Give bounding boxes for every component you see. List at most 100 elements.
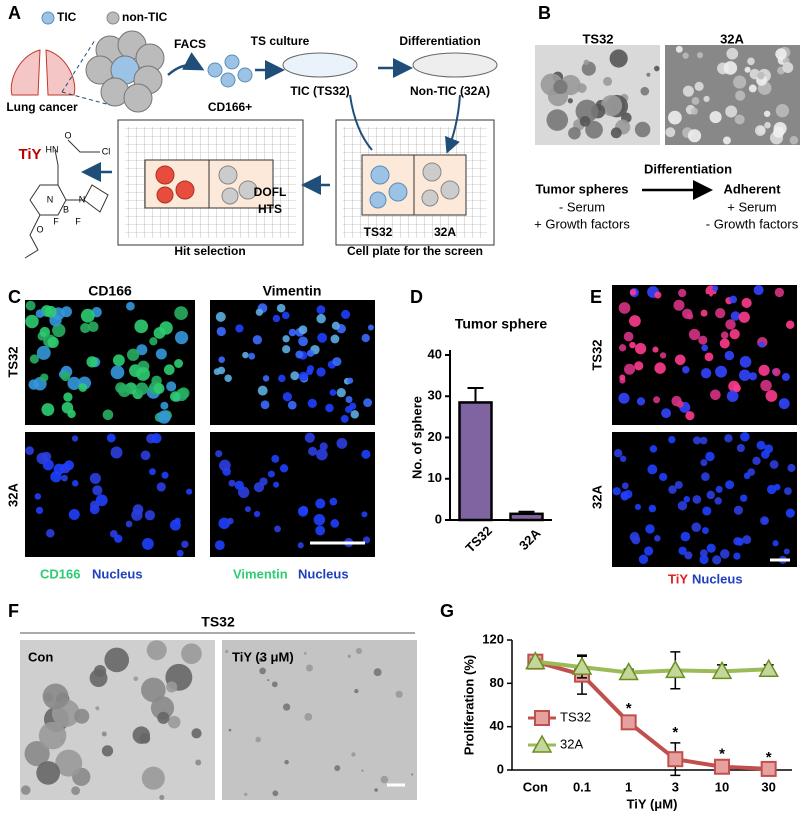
cell <box>619 374 626 381</box>
cell <box>699 436 708 445</box>
cell <box>733 75 747 89</box>
cell <box>150 696 175 720</box>
label: TS culture <box>251 34 310 48</box>
cell <box>21 785 31 795</box>
cell <box>781 372 790 381</box>
label: Vimentin <box>263 283 322 299</box>
cell <box>735 537 744 546</box>
cell <box>227 517 234 525</box>
cell <box>682 52 689 59</box>
cell <box>739 494 748 502</box>
cell <box>629 341 636 349</box>
label: Nucleus <box>298 566 349 581</box>
label: + Serum <box>727 199 777 214</box>
label: TiY <box>668 571 688 586</box>
cell <box>553 79 568 95</box>
cell <box>684 551 693 560</box>
marker <box>758 658 779 677</box>
cell <box>253 510 261 518</box>
cell <box>284 759 289 765</box>
cell <box>629 315 641 327</box>
panel-letter: D <box>410 287 423 307</box>
lung <box>10 49 76 96</box>
cell <box>35 506 44 515</box>
cell <box>80 322 91 334</box>
axis <box>449 350 552 521</box>
cell <box>149 468 156 476</box>
cell <box>161 471 169 479</box>
cell <box>174 359 184 368</box>
cell <box>330 519 340 528</box>
cell <box>769 460 779 469</box>
label: TS32 <box>5 346 20 377</box>
cell <box>271 681 278 688</box>
cell <box>316 448 328 461</box>
cell <box>36 761 60 785</box>
label: TS32 <box>589 339 604 370</box>
cell <box>55 749 83 777</box>
cell <box>282 335 290 343</box>
panel-letter: A <box>8 3 21 23</box>
cell <box>288 328 297 337</box>
y-tick-label: 10 <box>428 470 442 485</box>
dish <box>412 52 498 78</box>
cell <box>785 508 795 518</box>
cell <box>585 120 603 139</box>
cell <box>732 384 741 393</box>
x-tick-label: 32A <box>516 525 544 553</box>
cell <box>411 773 414 776</box>
cell <box>329 497 338 506</box>
cell <box>577 83 587 93</box>
cell <box>298 336 308 347</box>
cell <box>144 510 156 521</box>
marker <box>665 659 686 679</box>
zoom-lines <box>61 39 111 106</box>
cell <box>258 657 264 663</box>
cell <box>315 525 326 536</box>
cell <box>789 135 799 145</box>
cell <box>101 745 114 757</box>
cell <box>146 640 167 661</box>
cell <box>181 540 189 549</box>
y-axis-label: No. of sphere <box>409 396 424 479</box>
cell <box>331 321 340 330</box>
cell <box>271 454 280 463</box>
label: - Serum <box>559 199 605 214</box>
cell <box>68 509 80 521</box>
cell <box>784 487 792 495</box>
cell <box>692 495 702 504</box>
marker <box>620 714 637 731</box>
cell <box>126 301 135 311</box>
cell <box>706 543 716 553</box>
cell <box>729 328 740 340</box>
cell <box>67 376 81 390</box>
cell <box>567 98 573 104</box>
cell <box>730 311 741 321</box>
cell <box>744 66 751 73</box>
cell <box>629 531 640 542</box>
cell <box>308 446 318 456</box>
cell <box>74 708 90 724</box>
cell <box>255 308 264 316</box>
cell <box>52 323 66 338</box>
cell <box>345 395 353 403</box>
cell <box>224 374 232 383</box>
cell <box>89 472 101 484</box>
cell <box>114 534 123 543</box>
cell <box>643 546 654 556</box>
cell <box>93 664 107 678</box>
cell <box>219 459 231 472</box>
x-tick-label: 30 <box>761 779 775 794</box>
cell <box>758 341 765 348</box>
cell <box>733 505 744 515</box>
cell <box>215 311 226 322</box>
cell <box>715 485 723 493</box>
cell <box>725 480 735 490</box>
cell <box>654 535 661 542</box>
cell <box>697 52 704 59</box>
label: DOFL <box>254 185 287 199</box>
panel-letter: B <box>538 3 551 23</box>
label: Adherent <box>723 181 781 196</box>
cell <box>568 126 581 140</box>
